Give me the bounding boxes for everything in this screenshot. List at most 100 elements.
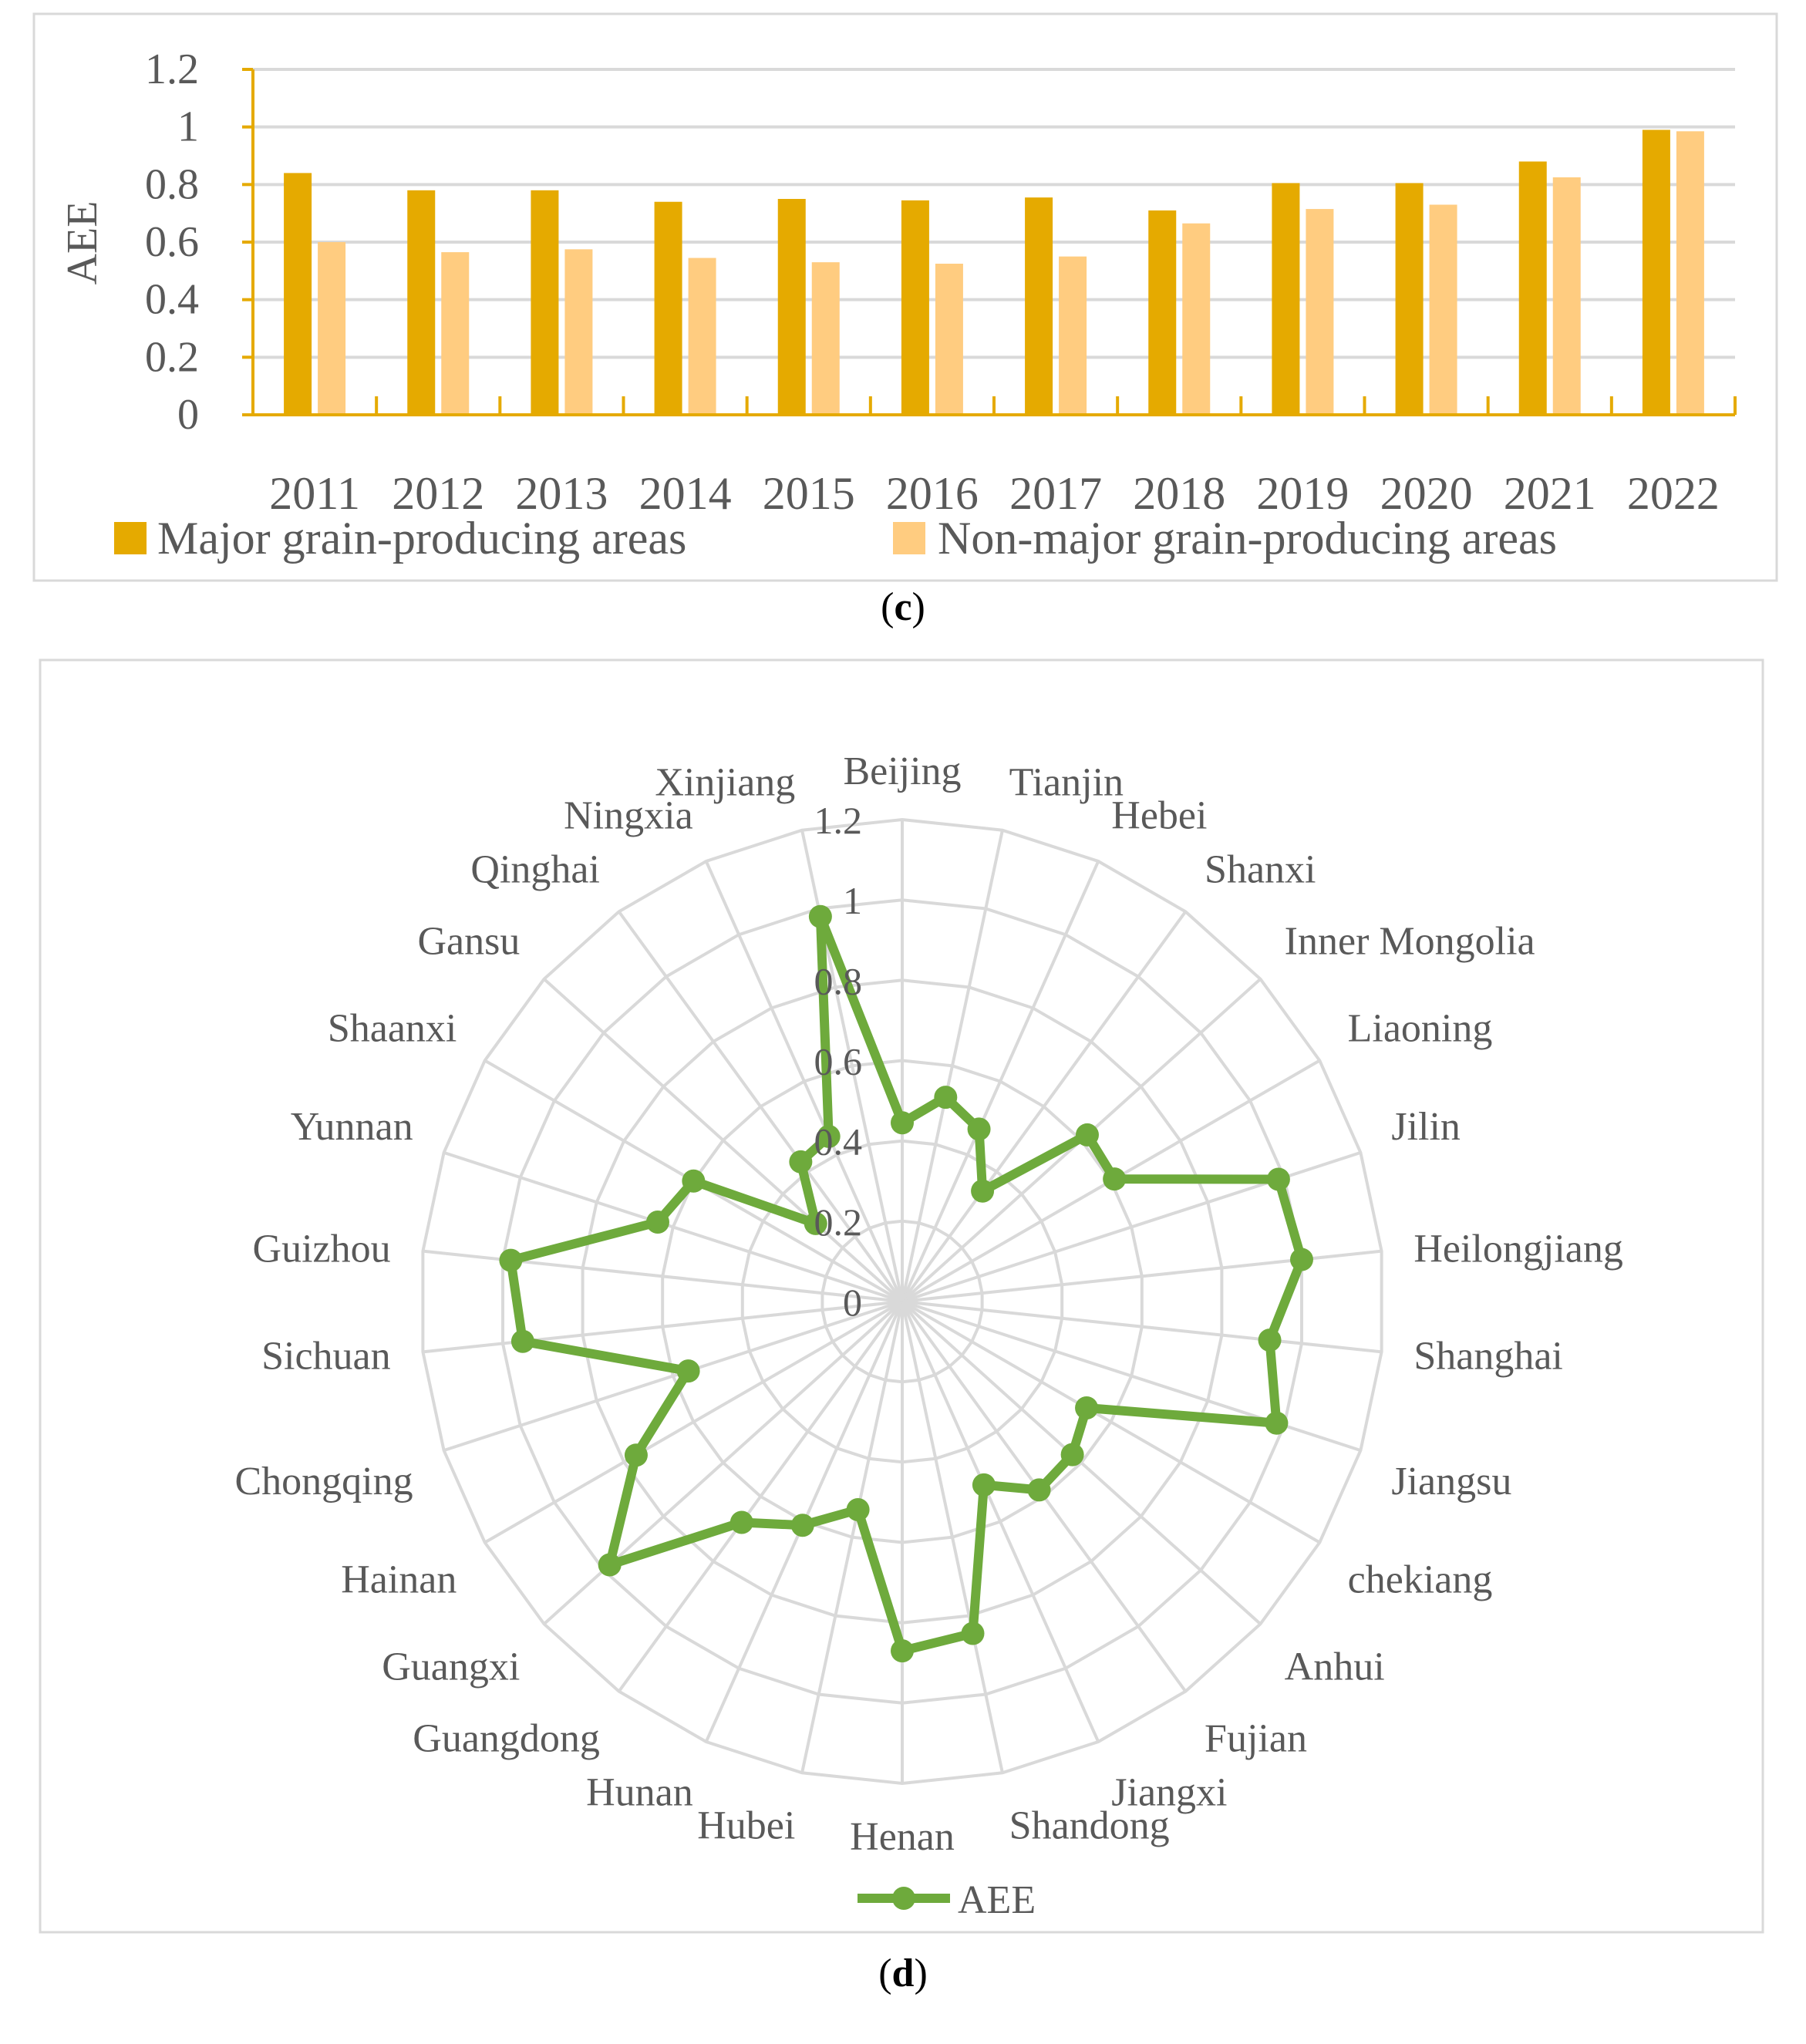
radar-point-Tianjin [934, 1086, 958, 1110]
radar-category-label: Inner Mongolia [1285, 920, 1535, 964]
radar-spoke [901, 1300, 1321, 1544]
x-tick-label: 2012 [392, 468, 484, 519]
legend-label-major: Major grain-producing areas [157, 513, 686, 564]
panel-label-c: (c) [881, 585, 925, 629]
radar-spoke [618, 1300, 904, 1692]
y-tick-label: 0 [177, 391, 199, 439]
radar-point-Beijing [891, 1111, 914, 1135]
radar-chart-radial-ticks: 0 0.2 0.4 0.6 0.8 1 1.2 [814, 799, 863, 1324]
radar-point-Shanghai [1258, 1328, 1282, 1352]
y-tick-label: 0.8 [145, 160, 199, 208]
panel-letter-d: d [891, 1951, 915, 1995]
y-tick-label: 1.2 [145, 45, 199, 93]
panel-letter-c: c [894, 585, 912, 629]
radial-tick-label: 0.2 [814, 1200, 863, 1244]
bar-chart-legend: Major grain-producing areas Non-major gra… [114, 513, 1557, 564]
x-tick-label: 2011 [269, 468, 360, 519]
radar-point-Shaanxi [682, 1169, 706, 1193]
bar-major-2020 [1395, 183, 1424, 415]
radar-point-Hunan [790, 1514, 814, 1537]
radar-spoke [901, 1301, 1004, 1773]
radar-point-Inner Mongolia [1075, 1123, 1099, 1147]
radar-spoke [901, 860, 1100, 1302]
bar-major-2022 [1642, 130, 1670, 415]
radar-category-label: Jiangxi [1111, 1770, 1227, 1814]
radar-category-label: Henan [850, 1815, 955, 1859]
radar-point-Anhui [1060, 1443, 1084, 1466]
radar-point-Hebei [967, 1117, 991, 1141]
bar-non-major-2019 [1306, 209, 1334, 415]
radar-category-label: Tianjin [1009, 761, 1124, 805]
radar-category-label: Shanghai [1413, 1335, 1563, 1379]
radial-tick-label: 1.2 [814, 799, 863, 842]
bar-non-major-2022 [1676, 131, 1704, 415]
radar-spoke [423, 1300, 903, 1354]
x-tick-label: 2018 [1133, 468, 1225, 519]
radar-point-Gansu [804, 1211, 827, 1235]
bar-non-major-2015 [811, 262, 840, 415]
radar-point-Guangxi [598, 1553, 622, 1577]
bar-chart-y-axis-label: AEE [59, 201, 106, 285]
radar-category-label: Heilongjiang [1413, 1227, 1623, 1271]
radar-category-label: Beijing [843, 749, 961, 793]
bar-major-2021 [1518, 161, 1547, 415]
radar-point-Hubei [846, 1498, 870, 1522]
bar-major-2014 [654, 201, 682, 415]
bar-non-major-2017 [1059, 256, 1087, 415]
radar-category-label: Hebei [1111, 794, 1207, 838]
bar-chart-y-ticks: 0 0.2 0.4 0.6 0.8 1 1.2 [145, 45, 199, 439]
radar-category-label: Liaoning [1348, 1007, 1493, 1051]
radar-category-label: Chongqing [235, 1460, 413, 1504]
radar-point-Henan [891, 1639, 914, 1663]
bar-major-2019 [1272, 183, 1300, 415]
y-tick-label: 0.2 [145, 333, 199, 381]
radar-category-label: Hainan [341, 1558, 457, 1602]
radar-category-label: Shanxi [1205, 847, 1316, 891]
x-tick-label: 2017 [1009, 468, 1102, 519]
radar-category-label: Hubei [697, 1803, 795, 1847]
x-tick-label: 2021 [1504, 468, 1596, 519]
radar-category-label: Anhui [1285, 1645, 1385, 1689]
radar-category-label: Shandong [1009, 1803, 1170, 1847]
radar-category-label: Gansu [417, 920, 520, 964]
radar-category-label: Jiangsu [1391, 1460, 1511, 1504]
radar-point-Ningxia [817, 1124, 841, 1148]
radar-point-Shandong [961, 1621, 985, 1645]
radar-category-label: Jilin [1391, 1105, 1461, 1149]
bar-major-2016 [901, 200, 929, 415]
radar-category-label: Guangdong [413, 1717, 600, 1761]
radar-category-label: Guizhou [253, 1227, 391, 1271]
radar-point-Liaoning [1103, 1167, 1127, 1191]
radial-tick-label: 0.8 [814, 959, 863, 1002]
bar-non-major-2014 [688, 258, 716, 415]
legend-marker-aee [892, 1887, 915, 1910]
radar-point-Jiangxi [972, 1473, 996, 1497]
radar-point-chekiang [1075, 1396, 1099, 1420]
radar-point-Xinjiang [808, 904, 832, 928]
bar-chart-x-ticks: 2011 2012 2013 2014 2015 2016 2017 2018 2019 2020… [269, 468, 1720, 519]
bar-non-major-2018 [1182, 223, 1211, 415]
radar-category-label: Ningxia [564, 794, 693, 838]
radar-category-label: Hunan [586, 1770, 693, 1814]
radial-tick-label: 0 [843, 1281, 862, 1324]
bar-major-2018 [1148, 210, 1177, 415]
radar-point-Guangdong [729, 1510, 753, 1534]
x-tick-label: 2016 [886, 468, 979, 519]
bar-non-major-2011 [318, 242, 346, 415]
radar-point-Jiangsu [1265, 1411, 1289, 1435]
bar-non-major-2020 [1429, 204, 1457, 415]
bar-chart-axes [242, 68, 1737, 416]
radar-category-label: Qinghai [470, 847, 600, 891]
y-tick-label: 1 [177, 103, 199, 151]
legend-swatch-major [114, 522, 147, 554]
radar-category-label: Yunnan [291, 1105, 413, 1149]
radar-chart-legend: AEE [858, 1878, 1036, 1922]
radar-point-Chongqing [676, 1359, 700, 1383]
x-tick-label: 2015 [763, 468, 855, 519]
x-tick-label: 2022 [1627, 468, 1720, 519]
bar-non-major-2021 [1552, 177, 1581, 415]
radar-category-label: Xinjiang [655, 761, 795, 805]
radar-category-label: Sichuan [261, 1335, 391, 1379]
